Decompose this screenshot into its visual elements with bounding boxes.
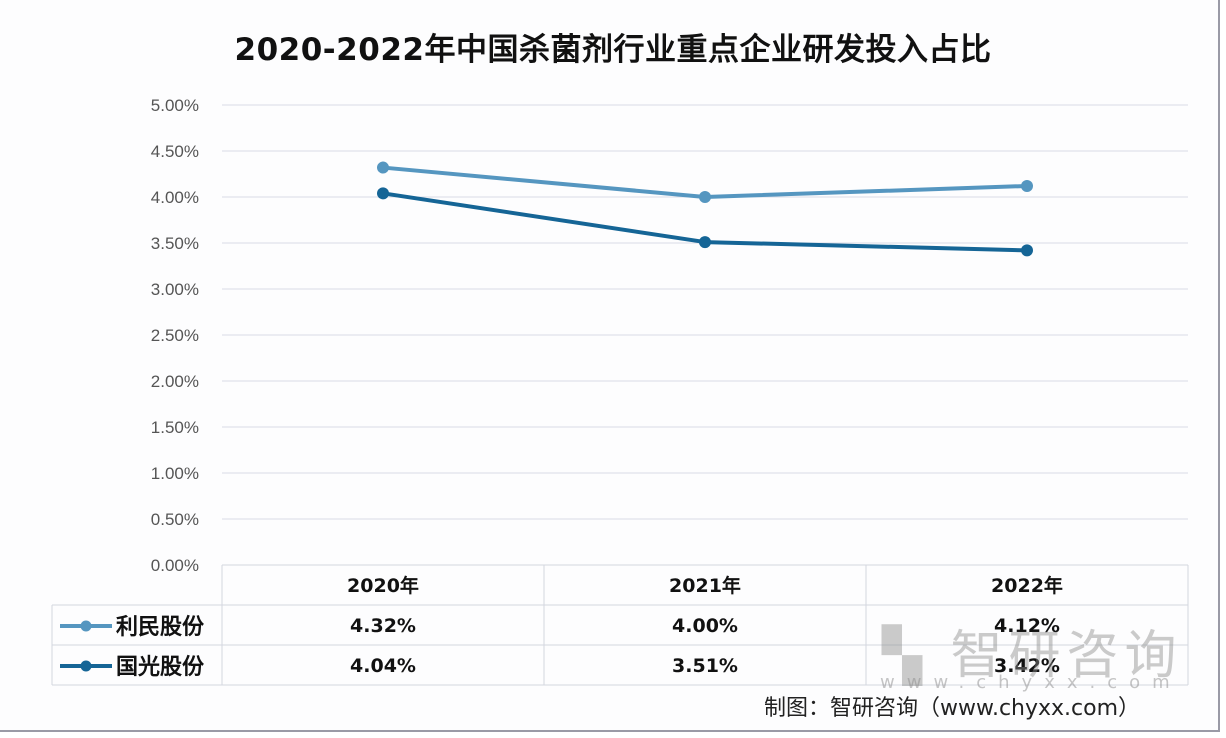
data-point bbox=[699, 191, 711, 203]
y-tick-label: 4.00% bbox=[151, 188, 199, 207]
data-label: 3.42% bbox=[994, 655, 1060, 677]
watermark-url: www.chyxx.com bbox=[880, 672, 1182, 693]
data-point bbox=[377, 161, 389, 174]
data-label: 4.00% bbox=[672, 615, 738, 637]
x-category-label: 2021年 bbox=[669, 574, 741, 597]
data-point bbox=[699, 236, 711, 249]
y-tick-label: 2.50% bbox=[151, 326, 199, 345]
data-label: 4.12% bbox=[994, 615, 1060, 637]
data-label: 4.04% bbox=[350, 655, 416, 677]
chart-title: 2020-2022年中国杀菌剂行业重点企业研发投入占比 bbox=[234, 32, 992, 68]
y-tick-label: 5.00% bbox=[151, 96, 199, 115]
y-tick-label: 3.50% bbox=[151, 234, 199, 253]
data-label: 3.51% bbox=[672, 655, 738, 677]
y-tick-label: 1.50% bbox=[151, 418, 199, 437]
y-tick-label: 3.00% bbox=[151, 280, 199, 299]
legend-label: 国光股份 bbox=[116, 655, 205, 680]
x-category-label: 2020年 bbox=[347, 574, 419, 597]
y-tick-label: 1.00% bbox=[151, 464, 199, 483]
source-credit: 制图：智研咨询（www.chyxx.com） bbox=[764, 696, 1141, 721]
y-tick-label: 0.50% bbox=[151, 510, 199, 529]
x-category-label: 2022年 bbox=[991, 574, 1063, 597]
y-tick-label: 0.00% bbox=[151, 556, 199, 575]
legend-marker bbox=[80, 660, 92, 672]
y-tick-label: 2.00% bbox=[151, 372, 199, 391]
data-label: 4.32% bbox=[350, 615, 416, 637]
legend-marker bbox=[80, 620, 92, 632]
data-point bbox=[1021, 179, 1033, 192]
data-point bbox=[1021, 244, 1033, 257]
y-tick-label: 4.50% bbox=[151, 142, 199, 161]
watermark-text: 智研咨询 bbox=[950, 626, 1183, 686]
legend-label: 利民股份 bbox=[116, 615, 205, 640]
watermark-logo: ▚ 智研咨询 bbox=[882, 626, 1183, 686]
data-point bbox=[377, 187, 389, 200]
